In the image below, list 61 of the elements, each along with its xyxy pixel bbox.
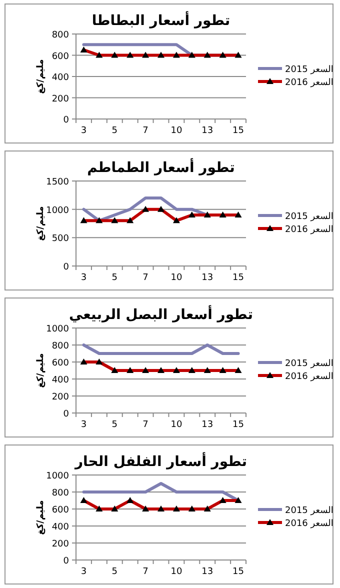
x-tick-label: 15 <box>232 567 244 577</box>
y-tick-label: 1500 <box>46 178 70 188</box>
y-tick-label: 800 <box>52 30 70 40</box>
legend-label: السعر 2015 <box>285 212 334 222</box>
y-tick-label: 500 <box>52 234 70 244</box>
x-tick-label: 13 <box>202 126 214 136</box>
x-tick-label: 13 <box>202 273 214 283</box>
x-tick-label: 7 <box>142 126 148 136</box>
x-tick-label: 13 <box>202 567 214 577</box>
y-tick-label: 200 <box>52 540 70 550</box>
y-axis-title: مليم/كغ <box>36 353 46 388</box>
x-tick-label: 10 <box>170 273 182 283</box>
y-tick-label: 400 <box>52 376 70 386</box>
legend-label: السعر 2016 <box>285 78 334 88</box>
x-tick-label: 15 <box>232 420 244 430</box>
legend-label: السعر 2016 <box>285 519 334 529</box>
x-tick-label: 5 <box>112 126 118 136</box>
y-tick-label: 800 <box>52 488 70 498</box>
y-tick-label: 600 <box>52 506 70 516</box>
x-tick-label: 3 <box>80 273 87 283</box>
y-axis-title: مليم/كغ <box>36 206 46 241</box>
y-tick-label: 0 <box>63 262 70 272</box>
y-axis-title: مليم/كغ <box>36 500 46 535</box>
x-tick-label: 10 <box>170 567 182 577</box>
x-tick-label: 7 <box>142 273 148 283</box>
x-tick-label: 7 <box>142 420 148 430</box>
y-tick-label: 800 <box>52 342 70 352</box>
y-tick-label: 200 <box>52 392 70 402</box>
x-tick-label: 13 <box>202 420 214 430</box>
y-tick-label: 0 <box>63 556 70 566</box>
x-tick-label: 3 <box>80 567 87 577</box>
x-tick-label: 7 <box>142 567 148 577</box>
x-tick-label: 3 <box>80 420 87 430</box>
y-tick-label: 1000 <box>46 324 70 334</box>
x-tick-label: 15 <box>232 126 244 136</box>
x-tick-label: 5 <box>112 420 118 430</box>
x-tick-label: 10 <box>170 420 182 430</box>
y-tick-label: 0 <box>63 116 70 126</box>
y-tick-label: 600 <box>52 52 70 62</box>
y-tick-label: 400 <box>52 73 70 83</box>
y-tick-label: 1000 <box>46 206 70 216</box>
legend-label: السعر 2016 <box>285 372 334 382</box>
chart-title: تطور أسعار الطماطم <box>87 158 235 176</box>
y-tick-label: 0 <box>63 410 70 420</box>
legend-label: السعر 2015 <box>285 65 334 75</box>
x-tick-label: 10 <box>170 126 182 136</box>
x-tick-label: 5 <box>112 273 118 283</box>
chart-title: تطور أسعار الفلفل الحار <box>74 452 248 470</box>
y-axis-title: مليم/كغ <box>36 59 46 94</box>
x-tick-label: 5 <box>112 567 118 577</box>
y-tick-label: 600 <box>52 358 70 368</box>
chart-title: تطور أسعار البطاطا <box>92 11 230 29</box>
legend-label: السعر 2015 <box>285 506 334 516</box>
legend-label: السعر 2016 <box>285 225 334 235</box>
x-tick-label: 3 <box>80 126 87 136</box>
x-tick-label: 15 <box>232 273 244 283</box>
chart-title: تطور أسعار البصل الربيعي <box>68 305 254 323</box>
y-tick-label: 400 <box>52 522 70 532</box>
y-tick-label: 200 <box>52 94 70 104</box>
y-tick-label: 1000 <box>46 472 70 482</box>
legend-label: السعر 2015 <box>285 359 334 369</box>
